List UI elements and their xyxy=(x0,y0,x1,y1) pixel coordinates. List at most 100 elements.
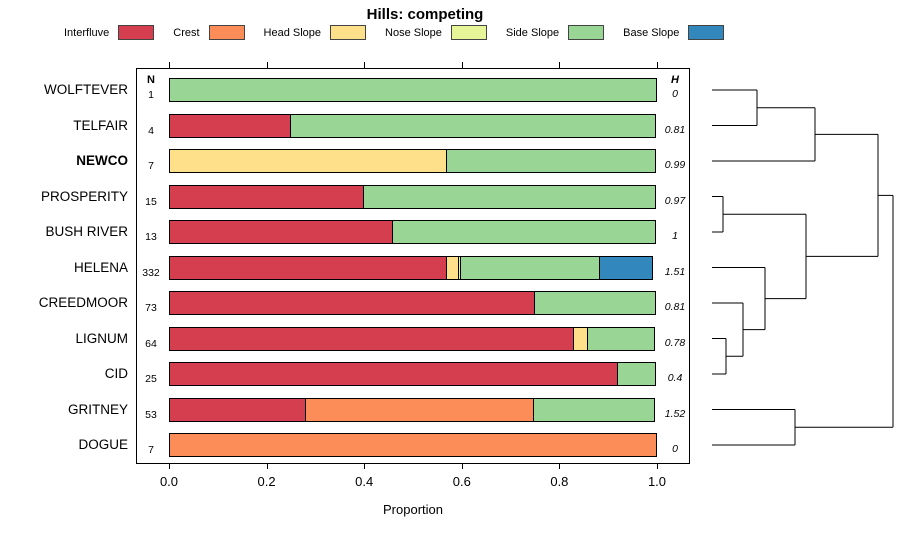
row-label: LIGNUM xyxy=(75,330,128,346)
h-value: 1 xyxy=(672,230,678,242)
n-column-header: N xyxy=(147,74,155,86)
stacked-bar xyxy=(169,362,656,386)
n-value: 73 xyxy=(145,302,157,314)
legend: Interfluve Crest Head Slope Nose Slope Side … xyxy=(64,25,725,40)
row-label: CID xyxy=(104,366,128,381)
bar-segment-interfluve xyxy=(169,291,535,315)
bar-segment-crest xyxy=(169,433,657,457)
n-value: 64 xyxy=(145,337,157,350)
legend-label: Head Slope xyxy=(263,26,322,39)
legend-swatch xyxy=(208,25,245,40)
stacked-bar xyxy=(169,78,657,102)
bar-segment-side-slope xyxy=(459,255,601,280)
bar-segment-interfluve xyxy=(169,255,448,280)
dendrogram xyxy=(712,89,894,446)
h-value: 0.78 xyxy=(664,336,686,349)
h-value: 0.81 xyxy=(664,123,686,136)
legend-swatch xyxy=(688,25,725,40)
h-value: 0.99 xyxy=(664,159,686,171)
bar-segment-side-slope xyxy=(532,397,655,422)
n-value: 15 xyxy=(145,195,157,208)
x-axis-top-tick xyxy=(461,62,463,68)
stacked-bar xyxy=(169,397,655,422)
n-value: 1 xyxy=(148,89,154,101)
legend-label: Base Slope xyxy=(623,26,680,39)
x-axis-tick-label: 0.2 xyxy=(257,474,276,489)
stacked-bar xyxy=(169,220,656,244)
row-label: HELENA xyxy=(73,259,128,275)
stacked-bar xyxy=(169,291,656,315)
bar-segment-interfluve xyxy=(169,326,575,351)
row-label: DOGUE xyxy=(78,437,128,452)
bar-segment-interfluve xyxy=(169,220,394,244)
legend-item: Head Slope xyxy=(264,25,367,40)
bar-segment-head-slope xyxy=(573,326,588,351)
x-axis-top-tick xyxy=(559,62,561,68)
bar-segment-side-slope xyxy=(392,220,656,244)
n-value: 7 xyxy=(148,444,154,456)
legend-label: Side Slope xyxy=(505,26,560,39)
n-value: 13 xyxy=(145,231,157,243)
chart-title: Hills: competing xyxy=(366,6,484,23)
bar-segment-side-slope xyxy=(169,78,657,102)
legend-swatch xyxy=(118,25,155,40)
x-axis-tick-label: 1.0 xyxy=(647,474,667,489)
x-axis-top-tick xyxy=(266,62,268,68)
row-label: BUSH RIVER xyxy=(45,224,128,239)
bar-segment-side-slope xyxy=(586,326,655,351)
x-axis-tick-label: 0.4 xyxy=(355,474,374,489)
x-axis-tick xyxy=(461,463,463,469)
h-value: 1.51 xyxy=(664,265,686,278)
h-value: 0 xyxy=(672,443,678,455)
bar-segment-side-slope xyxy=(446,149,656,173)
n-value: 53 xyxy=(145,408,157,421)
legend-label: Crest xyxy=(173,26,200,39)
legend-item: Side Slope xyxy=(505,25,605,40)
legend-item: Nose Slope xyxy=(385,25,487,40)
x-axis-tick xyxy=(364,463,366,469)
h-value: 0.4 xyxy=(667,372,683,384)
bar-segment-side-slope xyxy=(363,184,656,209)
x-axis-tick-label: 0.8 xyxy=(550,474,569,489)
x-axis-tick xyxy=(169,463,170,469)
bar-segment-side-slope xyxy=(290,113,656,138)
stacked-bar xyxy=(169,149,656,173)
row-label: GRITNEY xyxy=(67,401,128,417)
n-value: 332 xyxy=(142,266,160,279)
x-axis-tick xyxy=(559,463,561,469)
bar-segment-interfluve xyxy=(169,184,365,209)
plot-area xyxy=(136,68,690,464)
legend-item: Crest xyxy=(173,25,245,40)
bar-segment-interfluve xyxy=(169,113,291,138)
h-column-header: H xyxy=(671,74,679,86)
x-axis-tick-label: 0.0 xyxy=(159,474,179,489)
h-value: 0.81 xyxy=(664,301,686,313)
n-value: 25 xyxy=(145,373,157,385)
legend-swatch xyxy=(450,25,487,40)
bar-segment-side-slope xyxy=(534,291,656,315)
legend-swatch xyxy=(568,25,605,40)
bar-segment-interfluve xyxy=(169,362,618,386)
x-axis-top-tick xyxy=(169,62,170,68)
legend-item: Base Slope xyxy=(623,25,725,40)
x-axis-tick-label: 0.6 xyxy=(452,474,471,489)
x-axis-top-tick xyxy=(364,62,366,68)
row-label: NEWCO xyxy=(76,153,128,168)
legend-label: Interfluve xyxy=(64,26,110,39)
n-value: 7 xyxy=(148,160,154,172)
h-value: 0 xyxy=(672,88,678,100)
bar-segment-side-slope xyxy=(616,362,656,386)
row-label: TELFAIR xyxy=(73,117,128,133)
stacked-bar xyxy=(169,113,656,138)
legend-swatch xyxy=(330,25,367,40)
legend-item: Interfluve xyxy=(64,25,155,40)
bar-segment-head-slope xyxy=(169,149,448,173)
bar-segment-interfluve xyxy=(169,397,306,422)
bar-segment-crest xyxy=(304,397,534,422)
stacked-bar xyxy=(169,326,655,351)
x-axis-tick xyxy=(266,463,268,469)
x-axis-top-tick xyxy=(657,62,658,68)
stacked-bar xyxy=(169,433,657,457)
stacked-bar xyxy=(169,184,656,209)
